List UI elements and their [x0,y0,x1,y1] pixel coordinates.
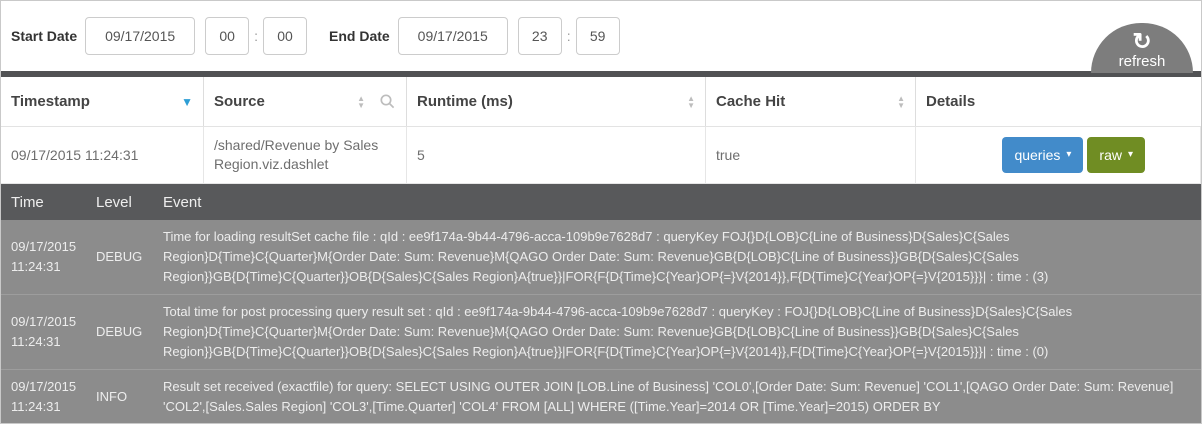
log-level: DEBUG [96,249,143,264]
sort-toggle-icon[interactable]: ▲ ▼ [357,93,365,110]
table-row: 09/17/2015 11:24:31 /shared/Revenue by S… [1,127,1201,184]
cell-details: queries ▾ raw ▾ [916,127,1201,183]
refresh-button[interactable]: ↻ refresh [1091,23,1193,73]
log-time: 09/17/2015 11:24:31 [11,239,77,274]
end-hour-input[interactable] [517,17,562,55]
raw-button[interactable]: raw ▾ [1087,137,1145,173]
start-date-label: Start Date [11,28,78,44]
column-label: Timestamp [11,93,90,110]
query-table-header: Timestamp ▼ Source ▲ ▼ Runtime (ms) ▲ ▼ Ca… [1,77,1201,127]
cell-runtime: 5 [407,127,706,183]
sort-desc-active-icon[interactable]: ▼ [181,94,193,109]
start-minute-input[interactable] [263,17,308,55]
log-level: DEBUG [96,324,143,339]
cell-timestamp: 09/17/2015 11:24:31 [1,127,204,183]
divider-bar [1,71,1201,77]
cell-cache-hit: true [706,127,916,183]
time-colon: : [566,28,571,44]
sort-toggle-icon[interactable]: ▲ ▼ [687,93,695,110]
log-column-level: Level [96,193,132,211]
log-time: 09/17/2015 11:24:31 [11,379,77,414]
refresh-icon: ↻ [1132,28,1152,54]
column-label: Cache Hit [716,93,786,110]
caret-down-icon: ▾ [1127,149,1133,160]
refresh-label: refresh [1118,53,1166,70]
log-event: Result set received (exactfile) for quer… [163,379,1174,414]
log-column-event: Event [163,193,202,211]
column-header-cache-hit[interactable]: Cache Hit ▲ ▼ [706,77,916,126]
log-time: 09/17/2015 11:24:31 [11,314,77,349]
search-icon[interactable] [379,93,396,110]
end-date-input[interactable] [397,17,508,55]
log-event: Total time for post processing query res… [163,304,1073,359]
start-date-input[interactable] [85,17,196,55]
caret-down-icon: ▾ [1066,149,1072,160]
column-header-details: Details [916,77,1201,126]
column-header-runtime[interactable]: Runtime (ms) ▲ ▼ [407,77,706,126]
queries-button[interactable]: queries ▾ [1002,137,1084,173]
sort-toggle-icon[interactable]: ▲ ▼ [897,93,905,110]
end-date-label: End Date [329,28,390,44]
log-row: 09/17/2015 11:24:31 DEBUG Time for loadi… [1,220,1201,295]
column-label: Source [214,93,265,110]
column-header-source[interactable]: Source ▲ ▼ [204,77,407,126]
end-minute-input[interactable] [575,17,620,55]
start-hour-input[interactable] [205,17,250,55]
cell-source: /shared/Revenue by Sales Region.viz.dash… [204,127,407,183]
log-level: INFO [96,389,128,404]
log-event: Time for loading resultSet cache file : … [163,229,1049,284]
log-row: 09/17/2015 11:24:31 INFO Result set rece… [1,370,1201,423]
log-table-header: Time Level Event [1,184,1201,220]
column-label: Details [926,93,976,110]
log-column-time: Time [11,193,44,211]
column-label: Runtime (ms) [417,93,513,110]
time-colon: : [254,28,259,44]
date-filter-bar: Start Date : End Date : [1,1,1201,71]
column-header-timestamp[interactable]: Timestamp ▼ [1,77,204,126]
log-row: 09/17/2015 11:24:31 DEBUG Total time for… [1,295,1201,370]
